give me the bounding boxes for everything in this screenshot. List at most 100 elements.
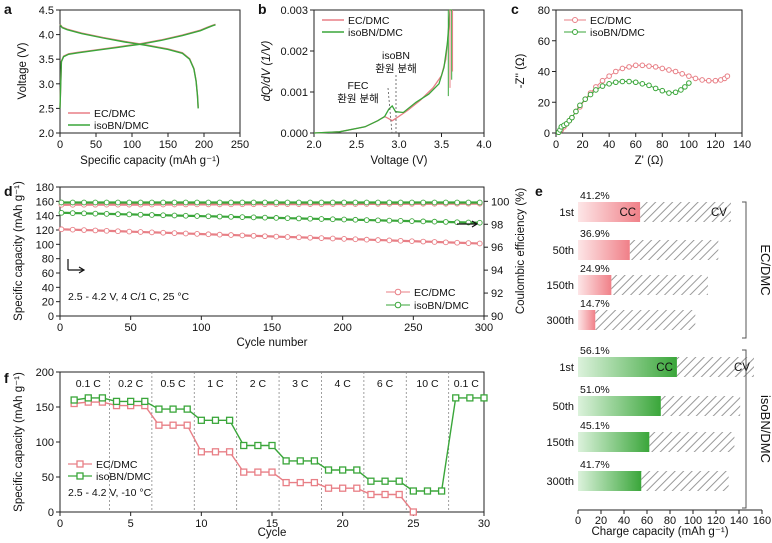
panel-letter-d: d — [4, 183, 13, 199]
cv-bar-ec-dmc — [595, 310, 696, 330]
ce-isobn-dmc-point — [216, 199, 223, 206]
panel-c-xlabel: Z' (Ω) — [635, 155, 664, 167]
panel-c-xtick-label: 20 — [576, 139, 588, 151]
capacity-ec-dmc-point — [126, 228, 133, 235]
rate-label: 10 C — [416, 378, 439, 390]
rate-point-isobn-dmc — [409, 487, 417, 495]
panel-f-legend: EC/DMC isoBN/DMC — [68, 459, 151, 483]
legend-ec-dmc: EC/DMC — [414, 287, 456, 299]
panel-a-xtick-label: 200 — [195, 139, 213, 151]
panel-c-ylabel: -Z'' (Ω) — [515, 53, 527, 88]
panel-c-xtick-label: 120 — [706, 139, 724, 151]
panel-c: 0 20 40 60 80 100 120 140 0 20 40 60 80 EC/DMC isoBN… — [515, 5, 751, 167]
capacity-isobn-dmc-point — [409, 218, 415, 224]
nyquist-point-ec-dmc — [626, 64, 632, 70]
panel-b-xlabel: Voltage (V) — [371, 155, 428, 167]
nyquist-point-isobn-dmc — [678, 87, 684, 93]
ce-isobn-dmc-point — [149, 199, 155, 206]
capacity-isobn-dmc-point — [442, 219, 449, 225]
rate-point-isobn-dmc — [183, 405, 191, 413]
ce-isobn-dmc-point — [273, 199, 280, 206]
ce-isobn-dmc-point — [58, 199, 65, 206]
cc-percent-isobn-dmc: 56.1% — [580, 345, 610, 357]
nyquist-point-isobn-dmc — [686, 80, 692, 86]
legend-isobn-dmc: isoBN/DMC — [348, 27, 403, 39]
cc-bar-isobn-dmc — [578, 471, 642, 491]
panel-c-xtick-label: 60 — [630, 139, 642, 151]
nyquist-point-isobn-dmc — [646, 82, 652, 89]
rate-label: 1 C — [207, 378, 224, 390]
annotation-fec-decomp: 환원 분해 — [337, 92, 379, 105]
annotation-isobn: isoBN — [382, 50, 410, 62]
ce-isobn-dmc-point — [182, 199, 189, 206]
panel-f-ylabel: Specific capacity (mAh g⁻¹) — [13, 372, 25, 512]
panel-a-xtick-label: 150 — [159, 139, 177, 151]
ce-isobn-dmc-point — [363, 199, 370, 206]
panel-e-xtick-label: 20 — [595, 515, 607, 527]
nyquist-point-ec-dmc — [606, 73, 612, 79]
capacity-isobn-dmc-point — [160, 212, 167, 219]
annotation-fec: FEC — [348, 80, 369, 92]
ce-isobn-dmc-point — [103, 199, 110, 206]
group-label-isobn-dmc: isoBN/DMC — [758, 395, 772, 463]
capacity-ec-dmc-point — [216, 231, 223, 238]
capacity-isobn-dmc-point — [137, 211, 144, 218]
panel-d-xtick-label: 150 — [263, 322, 281, 334]
ce-isobn-dmc-point — [465, 199, 472, 206]
ce-isobn-dmc-point — [431, 199, 438, 206]
panel-e-xtick-label: 80 — [664, 515, 676, 527]
panel-c-ytick-label: 60 — [538, 36, 550, 48]
panel-d-xlabel: Cycle number — [237, 337, 308, 349]
rate-point-ec-dmc — [324, 484, 333, 492]
capacity-isobn-dmc-point — [476, 219, 483, 226]
nyquist-point-isobn-dmc — [626, 78, 632, 85]
capacity-isobn-dmc-point — [307, 215, 314, 222]
panel-d-ytick2-label: 92 — [491, 288, 503, 300]
nyquist-point-isobn-dmc — [632, 79, 639, 86]
panel-d-ytick-label: 140 — [36, 211, 54, 223]
capacity-ec-dmc-point — [115, 228, 121, 235]
rate-point-isobn-dmc — [84, 394, 92, 402]
panel-a-ytick-label: 3.0 — [39, 79, 54, 91]
ce-isobn-dmc-point — [126, 199, 133, 206]
cycle-label: 50th — [553, 245, 574, 257]
nyquist-point-ec-dmc — [699, 77, 705, 83]
capacity-isobn-dmc-point — [296, 215, 302, 222]
capacity-ec-dmc-point — [137, 229, 144, 235]
cc-bar-ec-dmc — [578, 202, 641, 222]
capacity-ec-dmc-point — [296, 234, 302, 241]
panel-d-xtick-label: 300 — [475, 322, 493, 334]
cc-percent-ec-dmc: 14.7% — [580, 298, 610, 310]
panel-d-condition: 2.5 - 4.2 V, 4 C/1 C, 25 °C — [68, 291, 190, 303]
rate-point-ec-dmc — [183, 421, 191, 429]
rate-point-isobn-dmc — [211, 416, 220, 424]
capacity-ec-dmc-point — [307, 234, 314, 241]
rate-point-isobn-dmc — [423, 487, 432, 495]
capacity-ec-dmc-point — [228, 232, 234, 238]
panel-c-legend: EC/DMC isoBN/DMC — [564, 15, 645, 39]
cv-bar-isobn-dmc — [641, 471, 729, 491]
nyquist-point-isobn-dmc — [577, 102, 583, 109]
ce-ec-dmc-line — [61, 202, 480, 206]
cycle-label: 50th — [553, 401, 574, 413]
capacity-ec-dmc-point — [454, 239, 460, 246]
panel-d-xtick-label: 0 — [57, 322, 63, 334]
rate-point-isobn-dmc — [452, 394, 460, 402]
panel-d-xtick-label: 100 — [192, 322, 210, 334]
panel-b-xtick-label: 2.5 — [349, 139, 364, 151]
panel-d-ytick2-label: 98 — [491, 219, 503, 231]
capacity-isobn-dmc-point — [273, 215, 280, 221]
rate-point-isobn-dmc — [254, 441, 262, 450]
panel-f-condition: 2.5 - 4.2 V, -10 °C — [68, 487, 152, 499]
rate-point-ec-dmc — [240, 468, 248, 476]
panel-d-ytick-label: 60 — [42, 268, 54, 280]
nyquist-point-ec-dmc — [632, 62, 639, 69]
capacity-isobn-dmc-point — [420, 218, 427, 225]
legend-isobn-dmc: isoBN/DMC — [94, 120, 149, 132]
capacity-ec-dmc-point — [284, 234, 291, 240]
cv-bar-isobn-dmc — [676, 357, 754, 377]
panel-d-ytick-label: 160 — [36, 196, 54, 208]
panel-f-xtick-label: 15 — [266, 518, 278, 530]
panel-b-ytick-label: 0.000 — [280, 128, 308, 140]
panel-f-xtick-label: 30 — [478, 518, 490, 530]
